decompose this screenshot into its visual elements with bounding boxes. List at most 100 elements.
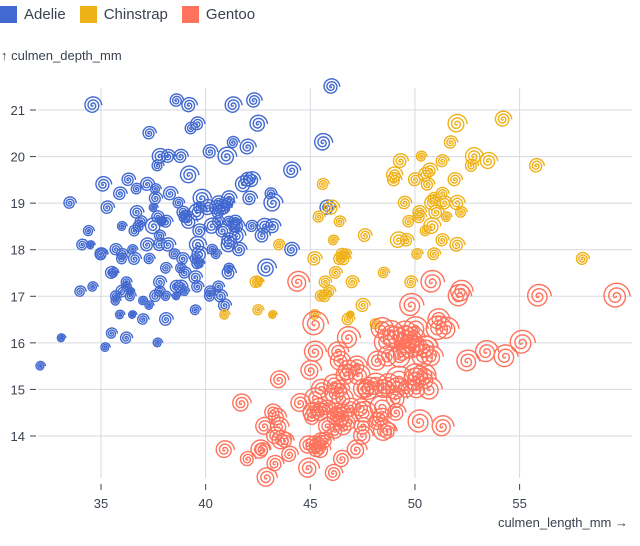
point-gentoo xyxy=(435,316,460,340)
point-adelie xyxy=(56,333,67,343)
point-chinstrap xyxy=(428,204,445,220)
x-tick-label: 50 xyxy=(408,496,422,511)
point-adelie xyxy=(313,132,334,151)
point-adelie xyxy=(191,245,209,262)
point-chinstrap xyxy=(422,162,439,178)
point-gentoo xyxy=(256,467,279,487)
point-gentoo xyxy=(337,359,361,381)
legend-item-chinstrap: Chinstrap xyxy=(79,6,168,23)
point-chinstrap xyxy=(318,275,333,289)
point-adelie xyxy=(246,92,263,108)
point-chinstrap xyxy=(397,195,413,210)
point-gentoo xyxy=(372,407,392,426)
point-adelie xyxy=(110,290,123,302)
point-gentoo xyxy=(474,339,500,363)
point-adelie xyxy=(263,192,284,212)
point-adelie xyxy=(128,224,142,237)
point-adelie xyxy=(179,286,191,297)
point-gentoo xyxy=(399,292,425,317)
point-adelie xyxy=(234,175,254,193)
point-gentoo xyxy=(352,378,375,399)
point-gentoo xyxy=(331,387,354,409)
point-gentoo xyxy=(299,435,320,454)
point-gentoo xyxy=(329,350,352,371)
point-adelie xyxy=(160,261,173,274)
point-adelie xyxy=(94,247,109,261)
point-gentoo xyxy=(411,343,438,368)
point-adelie xyxy=(190,116,206,131)
y-tick-label: 20 xyxy=(11,150,25,165)
x-tick-label: 45 xyxy=(303,496,317,511)
point-gentoo xyxy=(254,442,271,457)
point-gentoo xyxy=(387,402,407,421)
point-gentoo xyxy=(281,445,300,463)
point-adelie xyxy=(86,240,96,250)
point-gentoo xyxy=(340,397,362,417)
point-chinstrap xyxy=(415,150,428,162)
point-adelie xyxy=(169,279,185,294)
point-gentoo xyxy=(300,359,323,380)
point-gentoo xyxy=(338,411,360,431)
point-gentoo xyxy=(336,325,362,349)
point-gentoo xyxy=(450,279,474,302)
point-adelie xyxy=(210,248,223,260)
point-gentoo xyxy=(346,439,368,459)
point-chinstrap xyxy=(377,266,391,279)
point-adelie xyxy=(228,226,247,244)
point-gentoo xyxy=(388,343,415,368)
point-chinstrap xyxy=(423,217,442,235)
point-gentoo xyxy=(330,379,351,398)
point-adelie xyxy=(114,309,126,320)
point-adelie xyxy=(129,204,145,219)
y-axis-label: ↑ culmen_depth_mm xyxy=(1,48,122,63)
point-gentoo xyxy=(347,363,371,386)
point-gentoo xyxy=(367,350,390,371)
point-gentoo xyxy=(363,372,389,395)
legend-swatch-chinstrap xyxy=(79,6,97,23)
point-adelie xyxy=(217,298,233,312)
point-adelie xyxy=(188,270,204,284)
point-gentoo xyxy=(603,282,631,308)
point-adelie xyxy=(121,172,137,187)
point-chinstrap xyxy=(355,297,371,313)
axes: 35 40 45 50 55 14 15 16 17 18 19 20 21 xyxy=(11,103,527,511)
grid xyxy=(38,88,632,478)
point-chinstrap xyxy=(435,233,451,247)
point-adelie xyxy=(127,244,139,255)
point-gentoo xyxy=(351,397,372,417)
point-adelie xyxy=(74,285,87,297)
point-adelie xyxy=(242,190,259,206)
point-chinstrap xyxy=(341,312,356,326)
point-chinstrap xyxy=(273,238,286,251)
point-adelie xyxy=(179,165,200,184)
point-adelie xyxy=(138,295,149,306)
point-adelie xyxy=(257,258,278,277)
point-adelie xyxy=(152,237,168,252)
point-adelie xyxy=(222,215,236,227)
point-chinstrap xyxy=(402,214,417,228)
point-adelie xyxy=(140,237,156,252)
point-gentoo xyxy=(431,414,455,437)
y-tick-label: 15 xyxy=(11,382,25,397)
point-gentoo xyxy=(290,392,312,413)
point-adelie xyxy=(144,217,164,235)
point-adelie xyxy=(206,243,219,255)
point-chinstrap xyxy=(424,194,441,211)
point-gentoo xyxy=(302,310,330,336)
point-adelie xyxy=(226,135,241,149)
point-adelie xyxy=(213,288,229,303)
point-chinstrap xyxy=(427,247,442,261)
point-gentoo xyxy=(326,407,347,426)
point-adelie xyxy=(112,186,128,201)
point-adelie xyxy=(151,210,165,223)
point-adelie xyxy=(100,200,116,215)
y-tick-label: 19 xyxy=(11,196,25,211)
y-tick-label: 18 xyxy=(11,243,25,258)
point-gentoo xyxy=(215,440,236,459)
point-adelie xyxy=(264,218,282,234)
point-chinstrap xyxy=(385,166,404,183)
x-tick-label: 40 xyxy=(198,496,212,511)
point-chinstrap xyxy=(312,210,326,223)
point-adelie xyxy=(194,257,206,269)
